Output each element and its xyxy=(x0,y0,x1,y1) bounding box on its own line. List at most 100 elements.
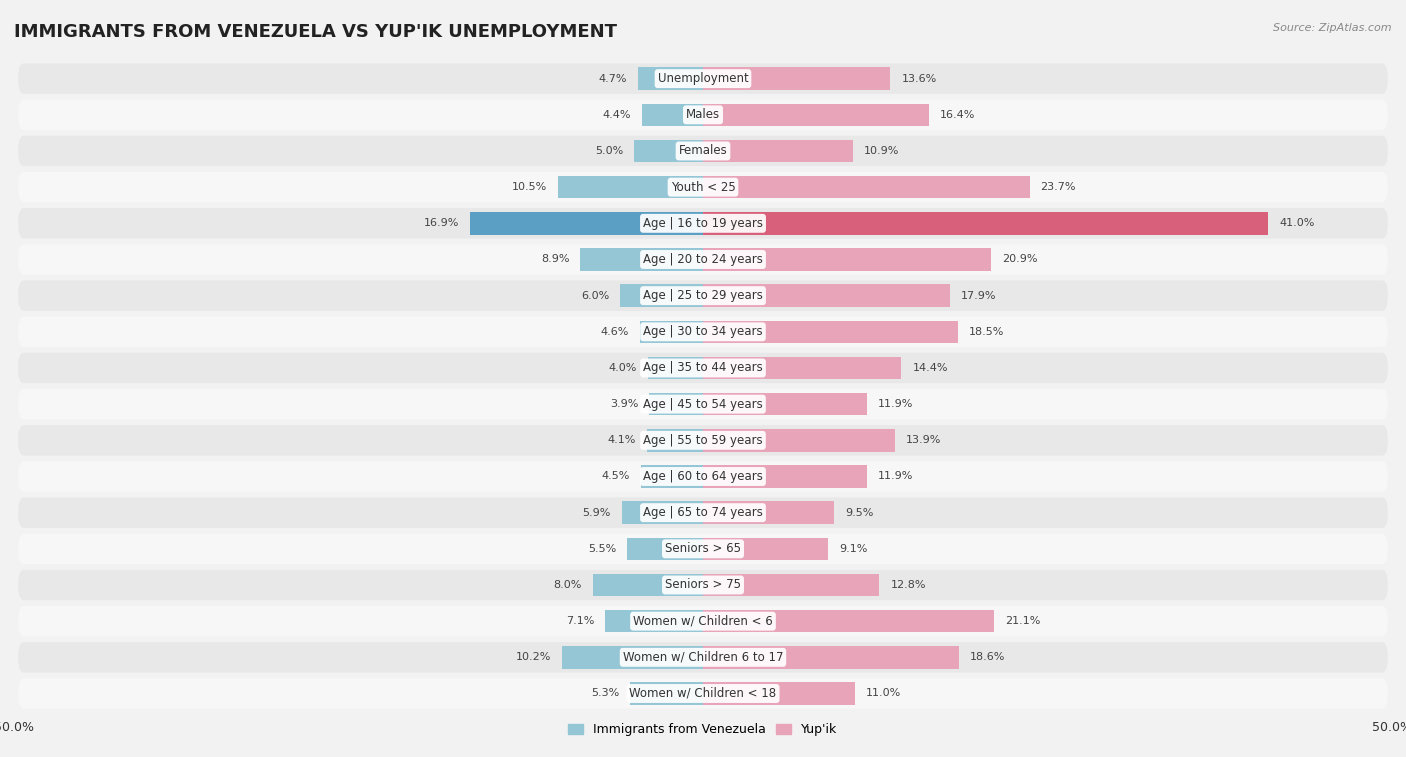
Text: Women w/ Children < 18: Women w/ Children < 18 xyxy=(630,687,776,700)
Text: Age | 45 to 54 years: Age | 45 to 54 years xyxy=(643,397,763,410)
Text: Age | 30 to 34 years: Age | 30 to 34 years xyxy=(643,326,763,338)
Bar xyxy=(634,140,703,162)
Text: 18.5%: 18.5% xyxy=(969,327,1004,337)
Bar xyxy=(703,537,828,560)
Text: 10.2%: 10.2% xyxy=(516,653,551,662)
FancyBboxPatch shape xyxy=(18,678,1388,709)
FancyBboxPatch shape xyxy=(18,642,1388,672)
Text: Seniors > 75: Seniors > 75 xyxy=(665,578,741,591)
Text: 5.0%: 5.0% xyxy=(595,146,623,156)
Text: Females: Females xyxy=(679,145,727,157)
FancyBboxPatch shape xyxy=(18,245,1388,275)
Text: 8.9%: 8.9% xyxy=(541,254,569,264)
FancyBboxPatch shape xyxy=(18,570,1388,600)
Bar xyxy=(627,537,703,560)
FancyBboxPatch shape xyxy=(18,316,1388,347)
Text: 3.9%: 3.9% xyxy=(610,399,638,409)
Bar xyxy=(643,104,703,126)
Bar xyxy=(641,466,703,488)
Bar xyxy=(630,682,703,705)
Text: 23.7%: 23.7% xyxy=(1040,182,1076,192)
FancyBboxPatch shape xyxy=(18,606,1388,637)
Bar xyxy=(703,610,994,632)
Bar xyxy=(581,248,703,271)
Text: Seniors > 65: Seniors > 65 xyxy=(665,542,741,556)
Bar xyxy=(605,610,703,632)
Text: 41.0%: 41.0% xyxy=(1279,218,1315,229)
FancyBboxPatch shape xyxy=(18,534,1388,564)
Text: 20.9%: 20.9% xyxy=(1002,254,1038,264)
Text: 18.6%: 18.6% xyxy=(970,653,1005,662)
Text: 8.0%: 8.0% xyxy=(554,580,582,590)
FancyBboxPatch shape xyxy=(18,172,1388,202)
Text: Age | 60 to 64 years: Age | 60 to 64 years xyxy=(643,470,763,483)
Text: Source: ZipAtlas.com: Source: ZipAtlas.com xyxy=(1274,23,1392,33)
Text: 16.9%: 16.9% xyxy=(423,218,460,229)
FancyBboxPatch shape xyxy=(18,425,1388,456)
Text: 4.7%: 4.7% xyxy=(599,73,627,83)
FancyBboxPatch shape xyxy=(18,461,1388,492)
Bar xyxy=(650,393,703,416)
Text: Women w/ Children < 6: Women w/ Children < 6 xyxy=(633,615,773,628)
Bar xyxy=(593,574,703,597)
Bar xyxy=(703,176,1029,198)
Text: 11.9%: 11.9% xyxy=(877,472,914,481)
FancyBboxPatch shape xyxy=(18,136,1388,167)
Bar xyxy=(703,357,901,379)
Bar xyxy=(638,67,703,90)
Text: Women w/ Children 6 to 17: Women w/ Children 6 to 17 xyxy=(623,651,783,664)
Text: 6.0%: 6.0% xyxy=(581,291,609,301)
FancyBboxPatch shape xyxy=(18,64,1388,94)
Bar xyxy=(703,285,949,307)
Text: Age | 25 to 29 years: Age | 25 to 29 years xyxy=(643,289,763,302)
Bar xyxy=(647,429,703,451)
Text: 16.4%: 16.4% xyxy=(941,110,976,120)
Text: Youth < 25: Youth < 25 xyxy=(671,181,735,194)
Bar xyxy=(703,140,853,162)
FancyBboxPatch shape xyxy=(18,497,1388,528)
Bar xyxy=(562,646,703,668)
Text: Males: Males xyxy=(686,108,720,121)
Text: 4.0%: 4.0% xyxy=(609,363,637,373)
Text: Age | 55 to 59 years: Age | 55 to 59 years xyxy=(643,434,763,447)
Text: 10.9%: 10.9% xyxy=(865,146,900,156)
Bar xyxy=(703,67,890,90)
FancyBboxPatch shape xyxy=(18,353,1388,383)
Bar xyxy=(703,212,1268,235)
Text: 13.9%: 13.9% xyxy=(905,435,941,445)
FancyBboxPatch shape xyxy=(18,389,1388,419)
Text: 17.9%: 17.9% xyxy=(960,291,997,301)
Bar xyxy=(703,466,868,488)
Bar xyxy=(703,501,834,524)
Bar xyxy=(703,248,991,271)
Bar xyxy=(703,682,855,705)
Bar xyxy=(703,393,868,416)
Text: 4.1%: 4.1% xyxy=(607,435,636,445)
Bar xyxy=(470,212,703,235)
Text: 5.9%: 5.9% xyxy=(582,508,610,518)
Text: 13.6%: 13.6% xyxy=(901,73,936,83)
Bar xyxy=(620,285,703,307)
Legend: Immigrants from Venezuela, Yup'ik: Immigrants from Venezuela, Yup'ik xyxy=(564,718,842,741)
Text: 10.5%: 10.5% xyxy=(512,182,547,192)
Text: Age | 20 to 24 years: Age | 20 to 24 years xyxy=(643,253,763,266)
Text: 7.1%: 7.1% xyxy=(565,616,595,626)
Text: 9.1%: 9.1% xyxy=(839,544,868,554)
Text: 21.1%: 21.1% xyxy=(1005,616,1040,626)
Text: 14.4%: 14.4% xyxy=(912,363,948,373)
Text: Age | 35 to 44 years: Age | 35 to 44 years xyxy=(643,362,763,375)
Bar xyxy=(558,176,703,198)
Text: Age | 16 to 19 years: Age | 16 to 19 years xyxy=(643,217,763,230)
Text: 5.3%: 5.3% xyxy=(591,689,619,699)
Text: 9.5%: 9.5% xyxy=(845,508,873,518)
Text: 11.9%: 11.9% xyxy=(877,399,914,409)
Text: 4.5%: 4.5% xyxy=(602,472,630,481)
Bar xyxy=(703,321,957,343)
FancyBboxPatch shape xyxy=(18,208,1388,238)
FancyBboxPatch shape xyxy=(18,280,1388,311)
Text: Unemployment: Unemployment xyxy=(658,72,748,85)
Text: 12.8%: 12.8% xyxy=(890,580,927,590)
Text: 4.4%: 4.4% xyxy=(603,110,631,120)
Bar xyxy=(648,357,703,379)
Text: 5.5%: 5.5% xyxy=(588,544,616,554)
